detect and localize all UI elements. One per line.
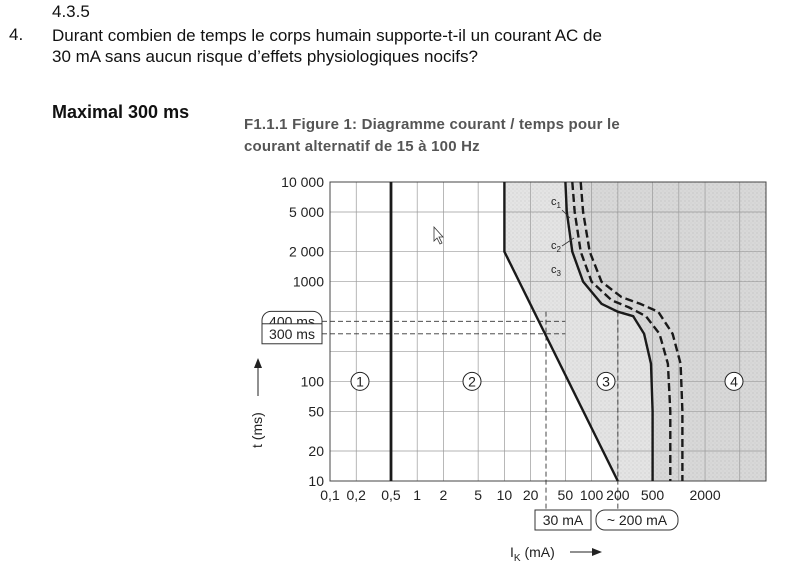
question-line-2: 30 mA sans aucun risque d’effets physiol… [52, 47, 478, 66]
curve-c3 [579, 181, 684, 481]
region-marker-2 [462, 371, 482, 391]
curve-c2 [571, 181, 672, 481]
y-tick-label: 2 000 [289, 244, 324, 260]
x-tick-label: 200 [606, 487, 630, 503]
x-tick-label: 10 [497, 487, 513, 503]
question-line-1: Durant combien de temps le corps humain … [52, 26, 602, 45]
x-axis-label: IK (mA) [510, 544, 555, 564]
x-tick-label: 2000 [689, 487, 720, 503]
annotation-300ms: 300 ms [269, 326, 315, 342]
curve-label-c3: c3 [551, 264, 562, 278]
y-tick-label: 10 000 [281, 174, 324, 190]
region-marker-3 [596, 371, 616, 391]
zone-shade [504, 182, 766, 481]
chart-title-line-1: F1.1.1 Figure 1: Diagramme courant / tem… [244, 116, 620, 133]
section-number: 4.3.5 [52, 2, 90, 21]
region-label-1: 1 [356, 373, 364, 389]
y-tick-label: 100 [301, 373, 325, 389]
curve-label-pointer [561, 209, 571, 219]
zone-4-shade [565, 182, 766, 481]
boundary-line-2-3 [503, 182, 619, 482]
y-tick-label: 5 000 [289, 204, 324, 220]
x-tick-label: 0,1 [320, 487, 340, 503]
y-axis-arrow-head [254, 358, 262, 368]
x-tick-label: 5 [474, 487, 482, 503]
region-label-2: 2 [468, 373, 476, 389]
x-tick-label: 50 [558, 487, 574, 503]
curve-label-c2: c2 [551, 240, 562, 254]
x-tick-label: 0,5 [381, 487, 401, 503]
curve-label-pointer [561, 237, 575, 247]
curve-c1 [564, 181, 654, 481]
annotation-30mA: 30 mA [543, 512, 584, 528]
annotation-200mA: ~ 200 mA [607, 512, 668, 528]
chart-title-line-2: courant alternatif de 15 à 100 Hz [244, 138, 480, 155]
annotation-30mA-box [534, 509, 592, 531]
region-label-4: 4 [730, 373, 738, 389]
question-number: 4. [9, 25, 24, 44]
curve-label-c1: c1 [551, 196, 562, 210]
x-tick-label: 1 [413, 487, 421, 503]
x-tick-label: 20 [523, 487, 539, 503]
mouse-cursor-icon [433, 225, 444, 245]
answer-text: Maximal 300 ms [52, 102, 190, 122]
x-tick-label: 100 [580, 487, 604, 503]
y-tick-label: 1000 [293, 274, 324, 290]
region-label-3: 3 [602, 373, 610, 389]
y-tick-label: 10 [308, 473, 324, 489]
x-tick-label: 2 [440, 487, 448, 503]
annotation-300ms-box [261, 323, 323, 345]
region-marker-4 [724, 371, 744, 391]
plot-frame [329, 181, 767, 482]
x-axis-arrow-head [592, 548, 602, 556]
x-tick-label: 0,2 [347, 487, 367, 503]
y-tick-label: 20 [308, 443, 324, 459]
region-marker-1 [350, 371, 370, 391]
y-axis-label: t (ms) [249, 412, 265, 448]
x-tick-label: 500 [641, 487, 665, 503]
question-text: Durant combien de temps le corps humain … [52, 25, 602, 67]
chart-title: F1.1.1 Figure 1: Diagramme courant / tem… [244, 114, 620, 158]
annotation-200mA-box [595, 509, 679, 531]
y-tick-label: 50 [308, 403, 324, 419]
